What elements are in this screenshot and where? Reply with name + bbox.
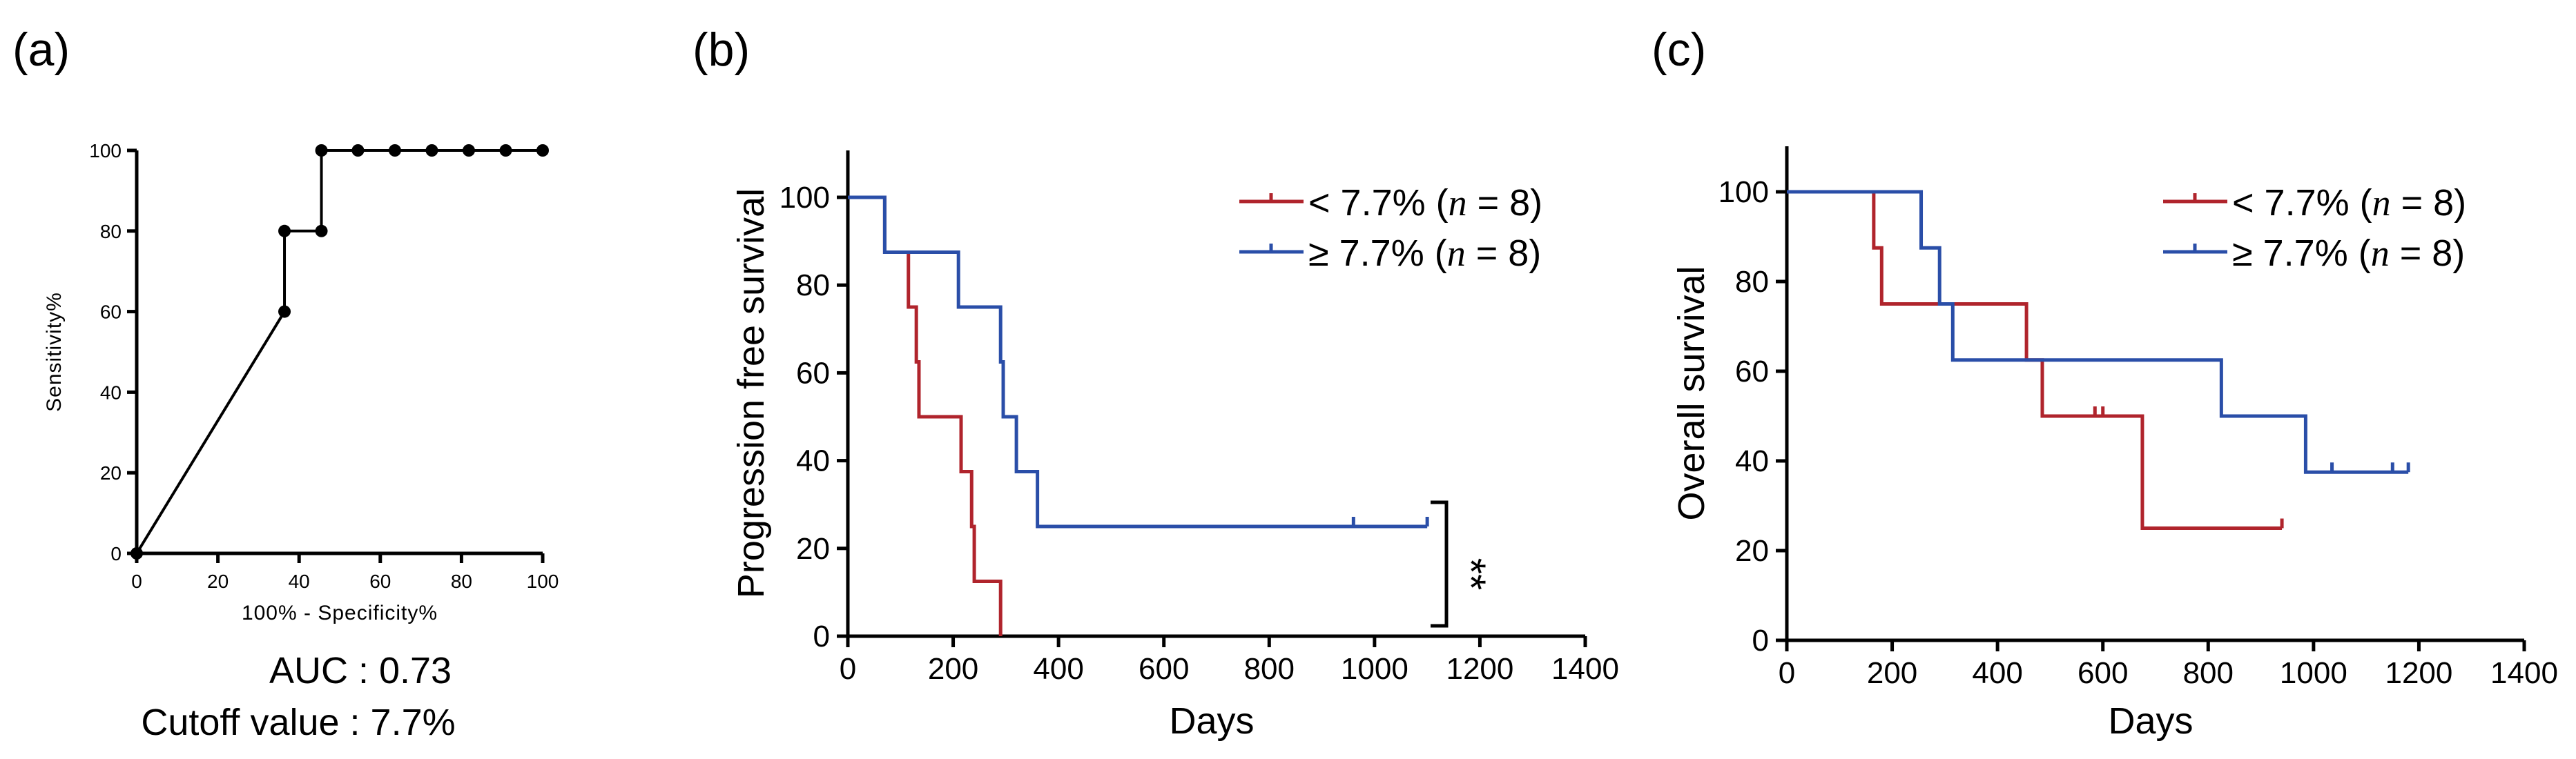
auc-annotation: AUC : 0.73 <box>269 650 452 691</box>
pfs-x-tick-label: 0 <box>840 652 856 686</box>
pfs-y-tick-label: 0 <box>813 620 830 653</box>
roc-y-axis-title: Sensitivity% <box>43 292 66 412</box>
os-y-tick-label: 60 <box>1735 355 1769 388</box>
os-y-axis-title: Overall survival <box>1671 266 1712 520</box>
pfs-x-tick-label: 200 <box>928 652 978 686</box>
os-y-tick-label: 40 <box>1735 444 1769 478</box>
pfs-y-tick-label: 100 <box>779 181 830 215</box>
os-y-tick-label: 80 <box>1735 265 1769 299</box>
os-x-axis-title: Days <box>2108 700 2193 742</box>
pfs-curve-low <box>848 195 1003 636</box>
roc-y-tick-label: 60 <box>100 302 122 323</box>
roc-point <box>462 144 475 157</box>
roc-point <box>278 224 291 237</box>
pfs-y-tick-label: 40 <box>796 444 830 478</box>
roc-y-tick-label: 40 <box>100 382 122 403</box>
significance-label: ** <box>1448 558 1494 591</box>
panel-label-a: (a) <box>12 23 70 76</box>
roc-point <box>130 547 143 560</box>
os-chart: 0 200 400 600 800 1000 1200 1400 0 20 40 60 80 100 < … <box>1671 146 2558 742</box>
roc-x-tick-label: 80 <box>451 571 472 592</box>
roc-point <box>315 144 328 157</box>
cutoff-annotation: Cutoff value : 7.7% <box>141 702 455 743</box>
roc-chart: 0 20 40 60 80 100 0 20 40 60 80 100 100% - Specific… <box>43 140 559 743</box>
panel-label-c: (c) <box>1652 23 1706 76</box>
pfs-x-tick-label: 1000 <box>1341 652 1408 686</box>
roc-x-tick-label: 20 <box>207 571 229 592</box>
pfs-y-tick-label: 20 <box>796 532 830 566</box>
significance-bracket <box>1431 500 1449 628</box>
os-x-tick-label: 400 <box>1972 656 2022 690</box>
roc-point <box>536 144 549 157</box>
os-x-tick-label: 1000 <box>2280 656 2347 690</box>
legend-label-high: ≥ 7.7% (n = 8) <box>1308 233 1541 274</box>
os-legend: < 7.7% (n = 8) ≥ 7.7% (n = 8) <box>2163 182 2466 274</box>
os-x-tick-label: 800 <box>2183 656 2234 690</box>
os-x-tick-label: 1400 <box>2490 656 2558 690</box>
os-y-tick-label: 0 <box>1752 624 1769 658</box>
roc-point <box>315 224 328 237</box>
pfs-x-tick-label: 600 <box>1139 652 1189 686</box>
os-x-tick-label: 0 <box>1779 656 1795 690</box>
pfs-x-tick-label: 1400 <box>1551 652 1619 686</box>
roc-point <box>499 144 512 157</box>
roc-x-tick-label: 100 <box>527 571 559 592</box>
os-x-tick-label: 200 <box>1867 656 1917 690</box>
roc-curve <box>135 149 543 555</box>
roc-y-tick-label: 20 <box>100 462 122 484</box>
pfs-y-axis-title: Progression free survival <box>730 188 772 598</box>
roc-x-tick-label: 0 <box>131 571 142 592</box>
roc-point <box>351 144 365 157</box>
os-curve-high <box>1787 190 2409 474</box>
pfs-x-axis-title: Days <box>1169 700 1254 742</box>
os-curve-low <box>1787 190 2283 530</box>
legend-label-low: < 7.7% (n = 8) <box>1308 182 1542 224</box>
roc-y-tick-label: 100 <box>89 140 122 161</box>
os-y-tick-label: 100 <box>1718 175 1769 209</box>
roc-y-tick-label: 0 <box>110 543 122 564</box>
pfs-legend: < 7.7% (n = 8) ≥ 7.7% (n = 8) <box>1239 182 1542 274</box>
pfs-chart: 0 200 400 600 800 1000 1200 1400 0 20 40 60 80 100 < … <box>730 150 1619 742</box>
roc-point <box>388 144 401 157</box>
pfs-y-tick-label: 80 <box>796 268 830 302</box>
roc-point <box>425 144 438 157</box>
roc-y-tick-label: 80 <box>100 221 122 242</box>
roc-x-axis-title: 100% - Specificity% <box>242 602 438 624</box>
os-x-tick-label: 1200 <box>2385 656 2452 690</box>
roc-point <box>278 305 291 318</box>
pfs-x-tick-label: 400 <box>1033 652 1083 686</box>
pfs-curve-high <box>848 195 1428 529</box>
pfs-x-tick-label: 800 <box>1244 652 1295 686</box>
panel-label-b: (b) <box>693 23 750 76</box>
legend-label-low: < 7.7% (n = 8) <box>2232 182 2466 224</box>
roc-x-tick-label: 40 <box>289 571 310 592</box>
pfs-x-tick-label: 1200 <box>1446 652 1513 686</box>
os-y-tick-label: 20 <box>1735 534 1769 568</box>
os-x-tick-label: 600 <box>2078 656 2128 690</box>
legend-label-high: ≥ 7.7% (n = 8) <box>2232 233 2465 274</box>
roc-x-tick-label: 60 <box>369 571 391 592</box>
pfs-y-tick-label: 60 <box>796 356 830 390</box>
